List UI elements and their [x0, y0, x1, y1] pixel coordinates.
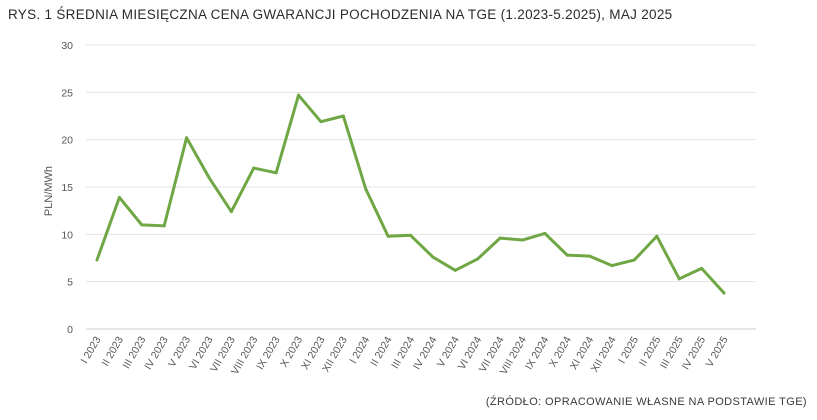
y-axis-label: PLN/MWh: [43, 166, 55, 216]
data-point: [386, 234, 390, 238]
y-tick-label: 30: [61, 40, 73, 52]
data-point: [117, 195, 121, 199]
data-point: [95, 258, 99, 262]
source-note: (ŹRÓDŁO: OPRACOWANIE WŁASNE NA PODSTAWIE…: [485, 396, 807, 408]
data-point: [431, 255, 435, 259]
data-point: [319, 120, 323, 124]
data-point: [632, 258, 636, 262]
data-point: [140, 223, 144, 227]
data-point: [364, 187, 368, 191]
data-point: [543, 231, 547, 235]
data-point: [185, 136, 189, 140]
data-point: [722, 291, 726, 295]
data-point: [297, 93, 301, 97]
data-point: [677, 277, 681, 281]
gridlines: [86, 44, 756, 330]
data-point: [476, 257, 480, 261]
series-line-group: [95, 93, 726, 295]
data-point: [409, 233, 412, 237]
y-tick-label: 5: [67, 277, 73, 289]
chart-title: RYS. 1 ŚREDNIA MIESIĘCZNA CENA GWARANCJI…: [8, 7, 673, 22]
data-point: [520, 238, 524, 242]
y-tick-label: 0: [67, 324, 73, 336]
data-point: [565, 253, 569, 257]
data-point: [453, 268, 457, 272]
data-point: [252, 166, 256, 170]
data-point: [610, 264, 614, 268]
data-point: [588, 254, 592, 258]
data-point: [655, 234, 659, 238]
data-point: [274, 171, 278, 175]
x-tick-label: V 2025: [704, 334, 731, 369]
data-point: [498, 236, 502, 240]
data-point: [341, 114, 345, 118]
data-point: [162, 224, 166, 228]
data-point: [207, 176, 211, 180]
series-line: [95, 93, 726, 295]
y-tick-labels: 0 5 10 15 20 25 30: [61, 40, 73, 336]
data-point: [229, 210, 233, 214]
y-tick-label: 25: [61, 87, 73, 99]
y-tick-label: 20: [61, 135, 73, 147]
y-tick-label: 15: [61, 182, 73, 194]
y-tick-label: 10: [61, 229, 73, 241]
data-point: [700, 266, 704, 270]
